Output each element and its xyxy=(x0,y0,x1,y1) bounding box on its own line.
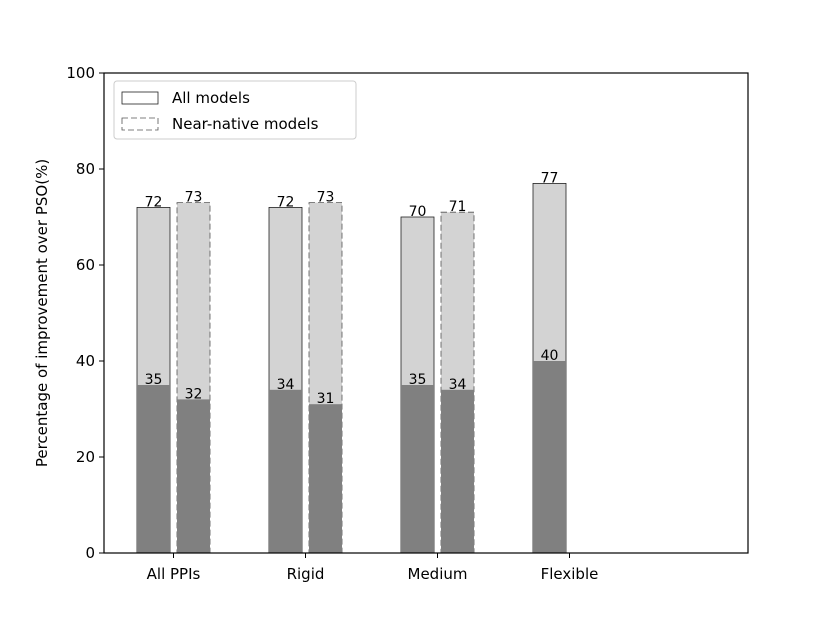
x-tick-label: Rigid xyxy=(287,565,325,583)
plot-frame xyxy=(103,72,749,554)
legend: All models Near-native models xyxy=(113,80,357,140)
data-label-lower: 32 xyxy=(185,386,203,402)
bar-lower-near-native-medium xyxy=(441,389,474,553)
bar-lower-near-native-rigid xyxy=(309,404,342,553)
x-tick-label: Flexible xyxy=(541,565,599,583)
legend-swatch xyxy=(121,91,159,105)
data-label-total: 72 xyxy=(145,194,163,210)
axes-layer: 0 20 40 60 80 100 All PPIs Rigid Medium Flexible xyxy=(66,64,749,583)
y-tick-label: 80 xyxy=(76,160,95,178)
data-label-lower: 35 xyxy=(409,372,427,388)
y-tick-label: 100 xyxy=(66,64,95,82)
y-axis-title: Percentage of improvement over PSO(%) xyxy=(33,159,51,467)
y-tick-label: 60 xyxy=(76,256,95,274)
bar-lower-near-native-all-ppis xyxy=(177,399,210,553)
data-label-total: 73 xyxy=(185,190,203,206)
data-label-total: 70 xyxy=(409,204,427,220)
legend-swatch xyxy=(121,117,159,131)
legend-box xyxy=(113,80,357,140)
data-label-lower: 31 xyxy=(317,391,335,407)
x-tick-label: Medium xyxy=(408,565,468,583)
data-label-lower: 35 xyxy=(145,372,163,388)
x-tick-label: All PPIs xyxy=(147,565,201,583)
data-label-total: 71 xyxy=(449,199,467,215)
bar-lower-all-flexible xyxy=(533,361,566,553)
data-label-total: 72 xyxy=(277,194,295,210)
data-label-total: 77 xyxy=(541,170,559,186)
bars-layer xyxy=(136,182,567,554)
data-label-lower: 40 xyxy=(541,348,559,364)
data-label-total: 73 xyxy=(317,190,335,206)
data-label-lower: 34 xyxy=(277,377,295,393)
y-tick-label: 20 xyxy=(76,448,95,466)
bar-lower-all-medium xyxy=(401,385,434,553)
y-tick-label: 0 xyxy=(85,544,95,562)
data-labels-layer: 72 35 72 34 70 35 77 40 73 32 73 31 71 34 xyxy=(145,170,559,407)
y-tick-label: 40 xyxy=(76,352,95,370)
bar-lower-all-all-ppis xyxy=(137,385,170,553)
legend-entry-label: Near-native models xyxy=(172,115,319,133)
legend-entry-label: All models xyxy=(172,89,250,107)
data-label-lower: 34 xyxy=(449,377,467,393)
bar-lower-all-rigid xyxy=(269,389,302,553)
